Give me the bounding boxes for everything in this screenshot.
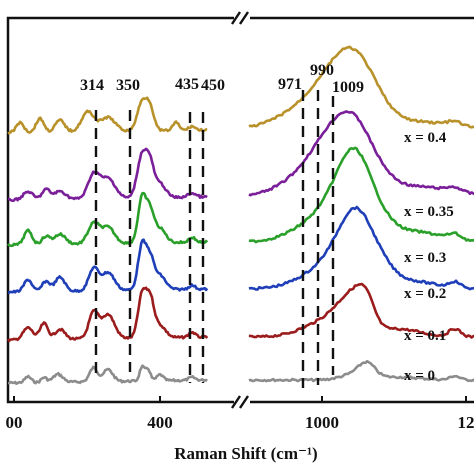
series-label: x = 0.35 <box>404 204 454 220</box>
series-line-right <box>248 282 474 339</box>
peak-label: 971 <box>278 76 302 93</box>
series-line-left <box>7 96 208 135</box>
axis-break-slash <box>239 395 249 409</box>
peak-label: 990 <box>310 62 334 79</box>
series-label: x = 0.1 <box>404 328 446 344</box>
series-line-left <box>7 147 208 202</box>
series-label: x = 0.2 <box>404 286 446 302</box>
axis-break-slash <box>239 11 249 25</box>
label-layer: x = 0 x = 0.1 x = 0.2 x = 0.3 x = 0.35 x = 0.… <box>80 62 454 384</box>
peak-label: 1009 <box>332 79 364 96</box>
peak-label: 350 <box>116 77 140 94</box>
series-line-left <box>6 286 209 343</box>
peak-markers <box>94 90 335 388</box>
series-layer <box>6 45 474 385</box>
x-axis-title: Raman Shift (cm⁻¹) <box>174 444 317 463</box>
x-ticks: 00 400 1000 12 <box>6 396 474 432</box>
series-label: x = 0.3 <box>404 250 446 266</box>
peak-label: 450 <box>201 77 225 94</box>
x-tick-label: 00 <box>6 413 23 432</box>
x-tick-label: 400 <box>147 413 173 432</box>
series-line-left <box>7 364 208 385</box>
series-line-left <box>7 191 209 248</box>
series-line-right <box>248 45 474 129</box>
peak-label: 435 <box>175 76 199 93</box>
series-label: x = 0.4 <box>404 130 447 146</box>
axis-break-slash <box>231 395 241 409</box>
axis-break <box>231 11 250 409</box>
series-line-right <box>248 146 474 244</box>
peak-label: 314 <box>80 77 104 94</box>
x-tick-label: 12 <box>458 413 474 432</box>
series-line-left <box>7 238 209 294</box>
x-tick-label: 1000 <box>305 413 339 432</box>
series-line-right <box>248 205 474 291</box>
series-line-right <box>248 359 474 383</box>
series-line-right <box>248 110 474 197</box>
axis-break-slash <box>231 11 241 25</box>
series-label: x = 0 <box>404 368 435 384</box>
